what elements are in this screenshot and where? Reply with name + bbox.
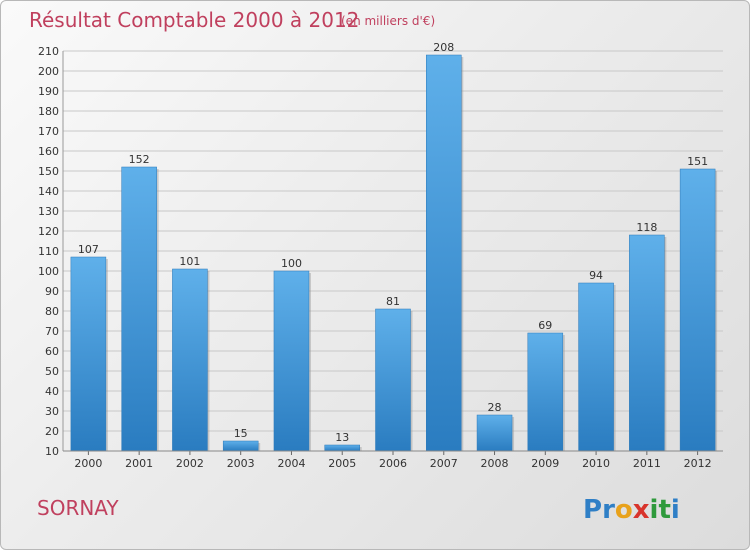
y-tick-label: 170 (38, 125, 59, 138)
y-tick-label: 150 (38, 165, 59, 178)
y-tick-label: 10 (45, 445, 59, 458)
bar-2011 (629, 234, 665, 452)
y-tick-label: 160 (38, 145, 59, 158)
y-tick-label: 130 (38, 205, 59, 218)
y-tick-label: 30 (45, 405, 59, 418)
y-tick-label: 60 (45, 345, 59, 358)
logo-letter: i (650, 495, 659, 525)
value-label: 151 (687, 155, 708, 168)
y-tick-label: 110 (38, 245, 59, 258)
y-tick-label: 190 (38, 85, 59, 98)
bar-2007 (426, 54, 462, 452)
chart-title: Résultat Comptable 2000 à 2012 (29, 8, 359, 32)
y-tick-label: 120 (38, 225, 59, 238)
bar-2010 (578, 282, 614, 452)
x-tick-label: 2011 (633, 457, 661, 470)
value-label: 13 (335, 431, 349, 444)
x-tick-label: 2012 (684, 457, 712, 470)
bar-2006 (375, 308, 411, 452)
x-axis: 2000 2001 2002 2003 2004 2005 2006 2007 2008 2009… (63, 450, 723, 470)
y-tick-label: 200 (38, 65, 59, 78)
logo-letter: r (602, 495, 615, 525)
bar-2000 (70, 256, 107, 452)
proxiti-logo: Proxiti (583, 495, 680, 525)
logo-letter: P (583, 495, 602, 525)
bar-2004 (273, 270, 310, 452)
value-label: 81 (386, 295, 400, 308)
logo-letter: t (658, 495, 670, 525)
x-tick-label: 2000 (74, 457, 102, 470)
x-tick-label: 2003 (227, 457, 255, 470)
y-tick-label: 210 (38, 45, 59, 58)
y-tick-label: 180 (38, 105, 59, 118)
x-tick-label: 2010 (582, 457, 610, 470)
y-tick-label: 100 (38, 265, 59, 278)
value-label: 208 (433, 41, 454, 54)
x-tick-label: 2007 (430, 457, 458, 470)
logo-letter: x (633, 495, 650, 525)
bar-2005 (324, 444, 360, 452)
value-label: 118 (636, 221, 657, 234)
bar-2008 (476, 414, 513, 452)
x-tick-label: 2006 (379, 457, 407, 470)
bar-2009 (527, 332, 564, 452)
x-tick-label: 2002 (176, 457, 204, 470)
value-label: 15 (234, 427, 248, 440)
bar-2002 (172, 268, 208, 452)
value-label: 152 (129, 153, 150, 166)
x-tick-label: 2001 (125, 457, 153, 470)
x-tick-label: 2004 (277, 457, 305, 470)
x-tick-label: 2009 (531, 457, 559, 470)
y-axis: 10 20 30 40 50 60 70 80 90 100 110 120 130 140 150 160 1… (38, 45, 64, 458)
logo-letter: o (615, 495, 633, 525)
y-tick-label: 80 (45, 305, 59, 318)
bar-2003 (222, 440, 259, 452)
bars: 107 152 101 15 100 13 81 208 28 69 94 118 151 (70, 41, 718, 452)
x-tick-label: 2005 (328, 457, 356, 470)
value-label: 28 (488, 401, 502, 414)
value-label: 100 (281, 257, 302, 270)
chart-subtitle: (en milliers d'€) (341, 14, 435, 28)
y-tick-label: 40 (45, 385, 59, 398)
x-tick-label: 2008 (481, 457, 509, 470)
value-label: 107 (78, 243, 99, 256)
value-label: 94 (589, 269, 603, 282)
bar-2012 (679, 168, 716, 452)
logo-letter: i (671, 495, 680, 525)
value-label: 101 (179, 255, 200, 268)
bar-2001 (121, 166, 157, 452)
y-tick-label: 140 (38, 185, 59, 198)
value-label: 69 (538, 319, 552, 332)
y-tick-label: 70 (45, 325, 59, 338)
y-tick-label: 90 (45, 285, 59, 298)
y-tick-label: 50 (45, 365, 59, 378)
y-tick-label: 20 (45, 425, 59, 438)
commune-name: SORNAY (37, 496, 119, 520)
